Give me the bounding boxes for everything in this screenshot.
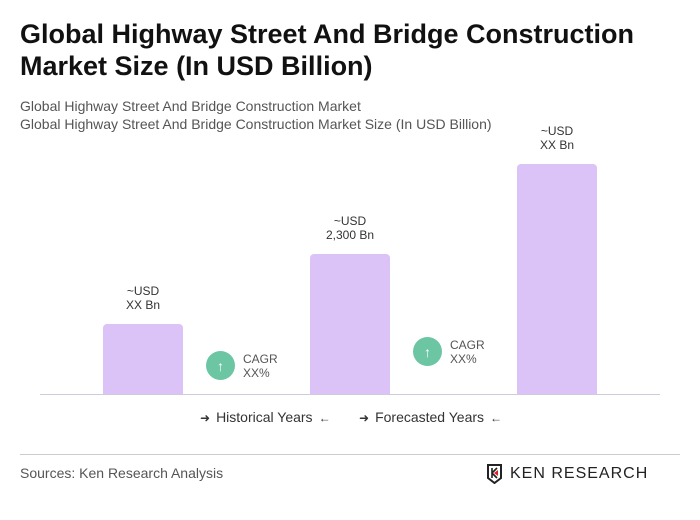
legend-forecast: ➜ Forecasted Years ← <box>353 409 508 425</box>
subtitle: Global Highway Street And Bridge Constru… <box>20 98 361 114</box>
ken-research-logo: KEN RESEARCH <box>486 464 648 484</box>
bar-value-label: ~USD XX Bn <box>497 124 617 152</box>
bar <box>517 163 597 394</box>
page-title: Global Highway Street And Bridge Constru… <box>20 19 635 81</box>
arrow-up-icon: ↑ <box>413 337 442 366</box>
logo-text: KEN RESEARCH <box>510 465 649 482</box>
x-axis <box>40 394 660 395</box>
bar <box>103 324 183 394</box>
arrow-up-icon: ↑ <box>206 351 235 380</box>
cagr-value: XX% <box>450 351 477 366</box>
bar-value-label: ~USD 2,300 Bn <box>290 214 410 242</box>
arrow-right-icon: ➜ <box>359 411 370 425</box>
arrow-left-icon: ← <box>490 411 503 425</box>
bar <box>310 254 390 394</box>
source-text: Sources: Ken Research Analysis <box>20 465 224 481</box>
cagr-label: CAGR <box>243 351 278 366</box>
bar-value-label: ~USD XX Bn <box>83 284 203 312</box>
bar-label-line: XX Bn <box>539 137 575 152</box>
cagr-1: ↑ CAGR XX% <box>206 351 278 380</box>
arrow-left-icon: ← <box>318 411 331 425</box>
legend-label: Forecasted Years <box>375 409 485 425</box>
logo-icon <box>487 464 502 484</box>
cagr-2: ↑ CAGR XX% <box>413 337 485 366</box>
legend-historical: ➜ Historical Years ← <box>194 409 337 425</box>
bar-label-line: ~USD <box>540 123 574 138</box>
legend-label: Historical Years <box>216 409 313 425</box>
cagr-label: CAGR <box>450 337 485 352</box>
divider <box>20 454 680 455</box>
bar-label-line: ~USD <box>333 214 367 228</box>
cagr-value: XX% <box>243 365 270 380</box>
arrow-right-icon: ➜ <box>200 411 211 425</box>
bar-label-line: ~USD <box>126 284 160 298</box>
subtitle-2: Global Highway Street And Bridge Constru… <box>20 116 492 132</box>
bar-label-line: 2,300 Bn <box>325 228 375 242</box>
bar-label-line: XX Bn <box>125 298 161 312</box>
